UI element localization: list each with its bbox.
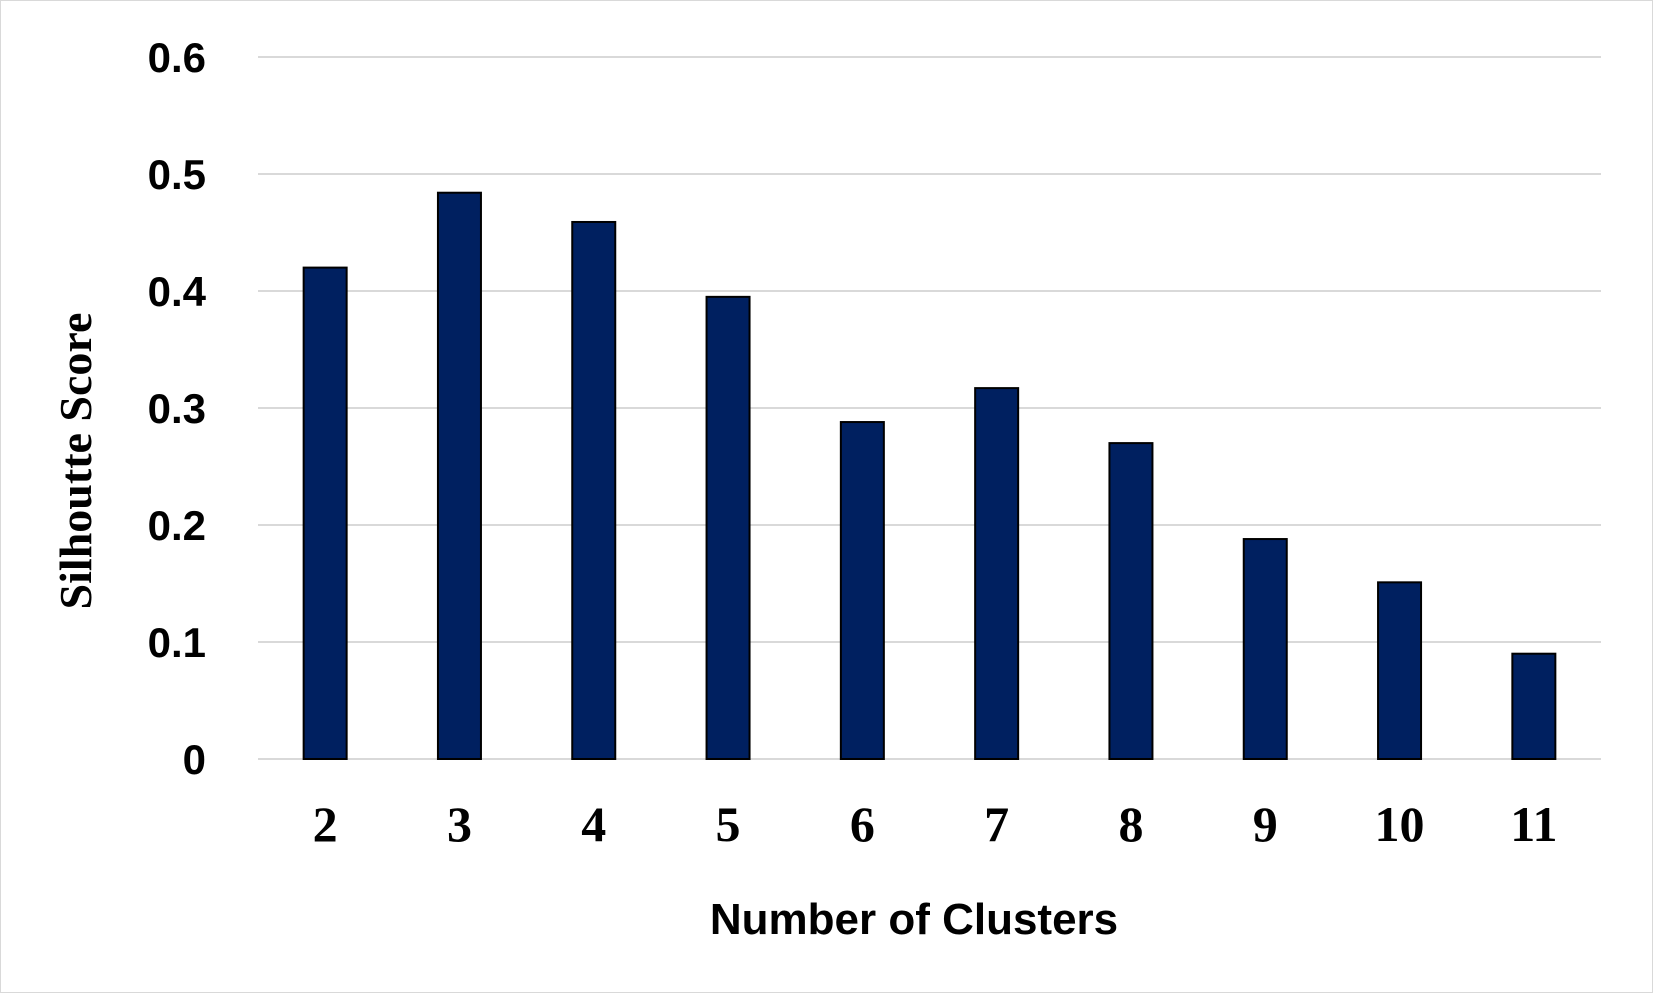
bar-4 xyxy=(571,220,617,761)
bar-8 xyxy=(1108,442,1154,760)
y-tick-label: 0.1 xyxy=(148,619,206,666)
x-axis-ticks: 2 3 4 5 6 7 8 9 10 11 xyxy=(313,796,1558,852)
bar-7 xyxy=(974,387,1020,760)
x-tick-label: 6 xyxy=(850,796,875,852)
bar-9 xyxy=(1242,538,1288,760)
y-tick-label: 0.6 xyxy=(148,34,206,81)
y-tick-label: 0.2 xyxy=(148,502,206,549)
bar-11 xyxy=(1511,652,1557,761)
x-tick-label: 8 xyxy=(1118,796,1143,852)
bars xyxy=(302,191,1557,761)
bar-5 xyxy=(705,295,751,760)
x-tick-label: 2 xyxy=(313,796,338,852)
y-tick-label: 0.5 xyxy=(148,151,206,198)
bar-2 xyxy=(302,266,348,760)
bar-6 xyxy=(839,421,885,760)
bar-10 xyxy=(1377,581,1423,761)
y-tick-label: 0 xyxy=(183,736,206,783)
x-tick-label: 10 xyxy=(1375,796,1425,852)
y-axis-ticks: 0 0.1 0.2 0.3 0.4 0.5 0.6 xyxy=(148,34,207,783)
x-tick-label: 3 xyxy=(447,796,472,852)
x-tick-label: 4 xyxy=(581,796,606,852)
x-tick-label: 5 xyxy=(716,796,741,852)
y-tick-label: 0.4 xyxy=(148,268,207,315)
x-tick-label: 9 xyxy=(1253,796,1278,852)
x-tick-label: 7 xyxy=(984,796,1009,852)
y-axis-label: Silhoutte Score xyxy=(50,313,101,610)
bar-3 xyxy=(436,191,482,761)
x-tick-label: 11 xyxy=(1510,796,1557,852)
y-tick-label: 0.3 xyxy=(148,385,206,432)
x-axis-label: Number of Clusters xyxy=(710,895,1118,944)
